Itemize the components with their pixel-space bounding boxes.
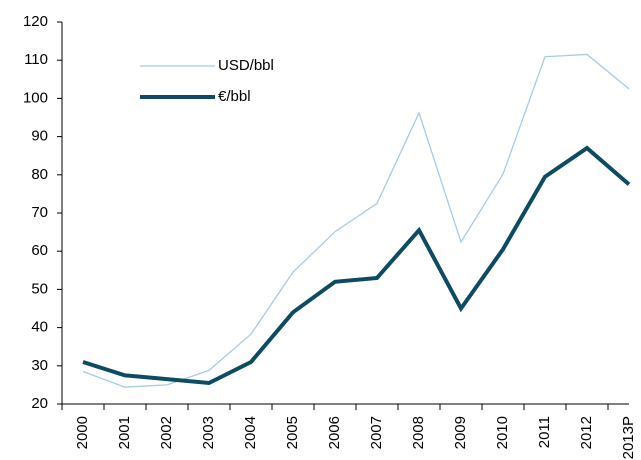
- y-tick-label: 80: [31, 166, 48, 183]
- y-tick-label: 110: [24, 51, 48, 68]
- series-line: [82, 53, 630, 388]
- x-tick-label: 2007: [368, 416, 385, 449]
- x-tick-label: 2008: [410, 416, 427, 449]
- series-line: [82, 145, 631, 386]
- legend-label: €/bbl: [218, 88, 251, 105]
- legend-label: USD/bbl: [218, 57, 274, 74]
- x-tick-label: 2004: [242, 416, 259, 449]
- x-tick-label: 2013P: [620, 416, 637, 459]
- y-tick-label: 90: [31, 128, 48, 145]
- x-tick-label: 2010: [494, 416, 511, 449]
- x-tick-label: 2001: [116, 416, 133, 449]
- x-tick-label: 2011: [536, 416, 553, 448]
- x-tick-label: 2003: [200, 416, 217, 449]
- y-tick-label: 30: [31, 357, 48, 374]
- x-tick-label: 2002: [158, 416, 175, 449]
- y-tick-label: 40: [31, 319, 48, 336]
- x-tick-label: 2006: [326, 416, 343, 449]
- x-tick-label: 2012: [578, 416, 595, 449]
- x-tick-label: 2009: [452, 416, 469, 449]
- y-tick-label: 60: [31, 242, 48, 259]
- y-tick-label: 70: [31, 204, 48, 221]
- x-tick-label: 2000: [74, 416, 91, 449]
- y-tick-label: 20: [31, 395, 48, 412]
- y-tick-label: 100: [23, 89, 48, 106]
- y-tick-label: 50: [31, 280, 48, 297]
- x-tick-label: 2005: [284, 416, 301, 449]
- y-tick-label: 120: [23, 13, 48, 30]
